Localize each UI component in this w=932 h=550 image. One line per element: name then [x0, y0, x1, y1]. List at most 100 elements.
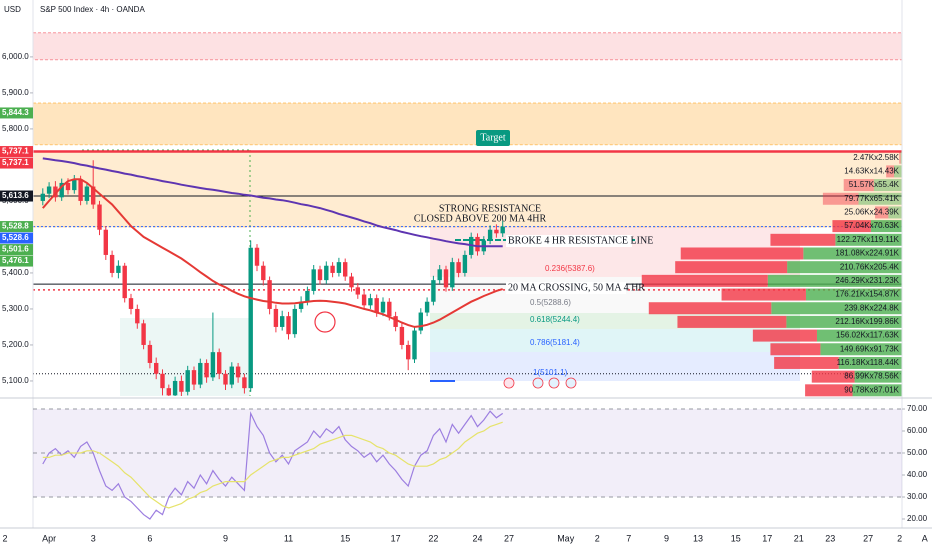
x-tick-label: 2 [2, 533, 7, 543]
volume-label: 57.04Kx70.63K [844, 221, 899, 230]
price-label-bg [0, 255, 33, 267]
fib-label: 0.5(5288.6) [530, 298, 571, 307]
candle-body [393, 316, 398, 327]
volume-label: 90.78Kx87.01K [844, 385, 899, 394]
volume-label: 79.77Kx65.41K [844, 194, 899, 203]
candle-body [122, 265, 127, 299]
price-label: 5,528.8 [2, 222, 29, 231]
annotation-bg [506, 235, 632, 247]
volume-buy [771, 302, 902, 315]
line [42, 421, 503, 509]
zone [33, 151, 902, 228]
candle-body [500, 226, 505, 234]
volume-buy [854, 370, 902, 383]
candle-body [273, 308, 279, 327]
x-tick-label: 7 [626, 533, 631, 543]
candle-body [317, 269, 323, 281]
volume-sell [886, 165, 895, 178]
event-icon[interactable] [548, 377, 560, 389]
volume-sell [811, 370, 855, 383]
candle-body [53, 186, 58, 198]
price-label-bg [0, 221, 33, 233]
line [42, 178, 503, 328]
candle-body [361, 294, 367, 306]
fib-label: 0.236(5387.6) [545, 264, 595, 273]
candle-body [179, 380, 184, 392]
volume-buy [858, 192, 902, 205]
annotation: CLOSED ABOVE 200 MA 4HR [414, 213, 547, 224]
y-tick-label: 5,200.0 [2, 340, 29, 349]
candle-body [109, 254, 115, 273]
y-tick-label: 5,800.0 [2, 124, 29, 133]
levels [33, 150, 902, 375]
volume-buy [900, 151, 902, 164]
target-box [476, 130, 510, 146]
x-tick-label: 27 [504, 533, 514, 543]
candle-body [229, 366, 234, 385]
volume-profile: 2.47Kx2.58K 14.63Kx14.43K 51.57Kx55.4K 79.7… [641, 151, 902, 397]
candle-body [374, 298, 379, 313]
x-tick-label: 9 [664, 533, 669, 543]
volume-label: 86.99Kx78.56K [844, 372, 899, 381]
candle-body [336, 262, 342, 273]
annotations: Target STRONG RESISTANCE CLOSED ABOVE 20… [414, 130, 653, 389]
candle-body [78, 179, 83, 201]
volume-label: 246.29Kx231.23K [835, 276, 899, 285]
y-tick-label: 5,300.0 [2, 304, 29, 313]
price-label-bg [0, 146, 33, 158]
price-label-bg [0, 107, 33, 119]
highlight-circle [314, 311, 336, 333]
candle-body [343, 262, 348, 277]
candle-body [191, 370, 197, 385]
price-labels: 5,844.3 5,737.1 5,737.1 5,613.6 5,528.8 5,528… [0, 107, 33, 267]
candle-body [261, 265, 266, 281]
volume-label: 25.06Kx24.39K [844, 208, 899, 217]
volume-buy [805, 288, 902, 301]
candle-body [330, 265, 335, 273]
volume-buy [888, 206, 902, 219]
x-tick-label: 27 [863, 533, 873, 543]
price-label: 5,737.1 [2, 158, 29, 167]
event-icon[interactable] [565, 377, 577, 389]
candle-body [280, 316, 285, 327]
x-tick-label: May [557, 533, 575, 543]
volume-sell [770, 343, 821, 356]
y-tick-label: 70.00 [907, 404, 928, 413]
x-tick-label: Apr [42, 533, 56, 543]
candle-body [223, 373, 228, 385]
candle-body [368, 298, 373, 306]
candle-body [424, 301, 430, 313]
x-tick-label: 3 [91, 533, 96, 543]
volume-sell [677, 315, 787, 328]
event-icon[interactable] [503, 377, 515, 389]
y-tick-label: 40.00 [907, 470, 928, 479]
volume-buy [838, 356, 902, 369]
volume-label: 210.76Kx205.4K [840, 262, 900, 271]
volume-sell [822, 192, 859, 205]
y-tick-label: 5,100.0 [2, 376, 29, 385]
price-label-bg [0, 232, 33, 244]
volume-label: 212.16Kx199.86K [835, 317, 899, 326]
candle-body [487, 229, 493, 241]
x-tick-label: 17 [391, 533, 401, 543]
event-icon[interactable] [532, 377, 544, 389]
volume-sell [675, 261, 788, 274]
volume-buy [787, 261, 902, 274]
candle-body [147, 344, 153, 363]
candle-body [494, 229, 499, 234]
candle-body [311, 269, 316, 291]
volume-sell [843, 179, 874, 192]
volume-sell [805, 384, 853, 397]
candle-body [355, 287, 360, 295]
fib-zone [430, 352, 800, 381]
candle-body [97, 204, 102, 230]
y-tick-label: 60.00 [907, 426, 928, 435]
candle-body [166, 388, 171, 396]
x-tick-label: 24 [472, 533, 482, 543]
candle-body [242, 377, 247, 389]
candle-body [40, 193, 45, 201]
volume-label: 2.47Kx2.58K [853, 153, 899, 162]
volume-sell [899, 151, 901, 164]
candle-body [431, 280, 436, 302]
volume-buy [852, 384, 902, 397]
